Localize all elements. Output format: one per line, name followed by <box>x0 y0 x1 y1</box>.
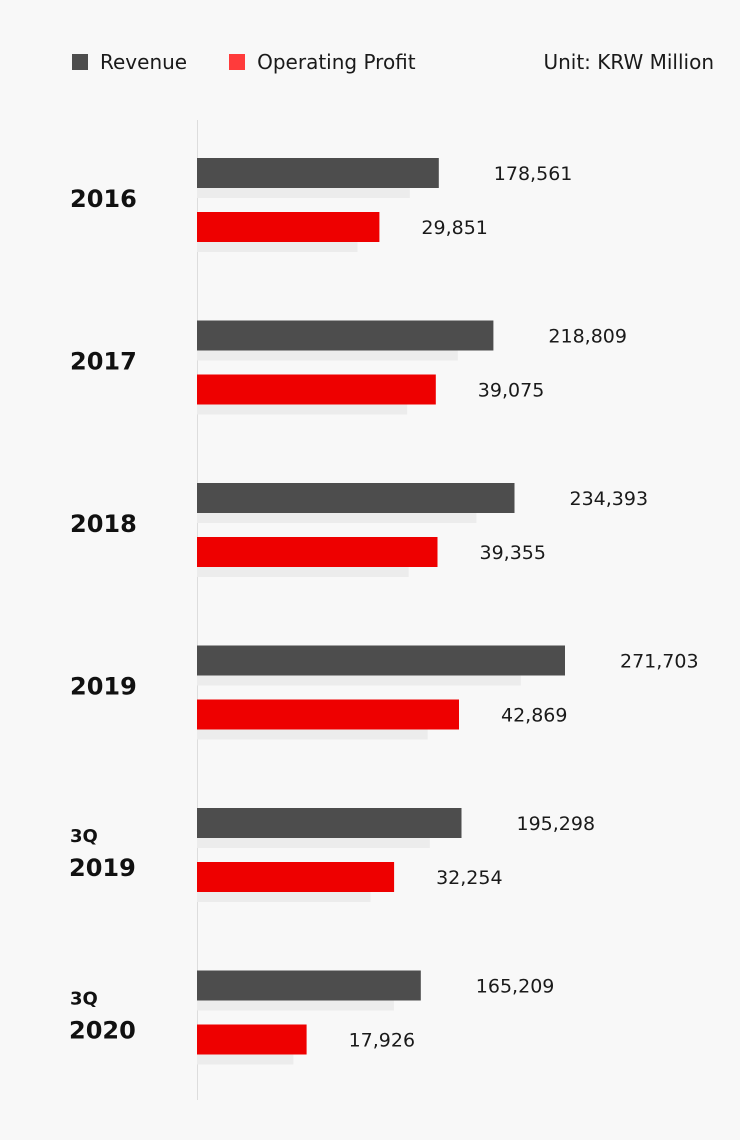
unit-label: Unit: KRW Million <box>543 50 714 74</box>
revenue-value-label: 165,209 <box>476 976 555 998</box>
revenue-bar <box>197 970 421 1001</box>
legend-swatch-operating-profit <box>229 54 246 70</box>
operating-profit-value-label: 39,355 <box>480 542 546 564</box>
category-label: 2018 <box>70 510 137 538</box>
legend-label-revenue: Revenue <box>100 50 188 74</box>
operating-profit-value-label: 39,075 <box>478 380 544 402</box>
operating-profit-bar <box>197 699 459 730</box>
operating-profit-value-label: 32,254 <box>436 867 502 889</box>
operating-profit-value-label: 17,926 <box>349 1030 415 1052</box>
category-prefix: 3Q <box>70 989 98 1010</box>
category-prefix: 3Q <box>70 826 98 847</box>
revenue-bar <box>197 483 515 513</box>
legend-item-revenue: Revenue <box>72 50 187 74</box>
operating-profit-bar <box>197 1024 307 1055</box>
legend-item-operating-profit: Operating Profit <box>229 50 416 74</box>
legend-label-operating-profit: Operating Profit <box>257 50 416 74</box>
revenue-value-label: 234,393 <box>570 488 649 510</box>
revenue-value-label: 271,703 <box>620 651 699 673</box>
operating-profit-bar <box>197 374 436 405</box>
revenue-value-label: 218,809 <box>548 326 627 348</box>
category-label: 2017 <box>70 348 137 376</box>
category-label: 2020 <box>69 1017 136 1045</box>
revenue-bar <box>197 158 439 188</box>
operating-profit-bar <box>197 862 395 892</box>
revenue-bar <box>197 645 565 676</box>
revenue-bar <box>197 808 462 838</box>
legend: Revenue Operating Profit <box>72 50 458 74</box>
revenue-bar <box>197 320 494 351</box>
legend-swatch-revenue <box>72 54 88 70</box>
category-label: 2016 <box>70 185 137 213</box>
operating-profit-value-label: 29,851 <box>421 217 487 239</box>
revenue-value-label: 195,298 <box>517 813 596 835</box>
category-label: 2019 <box>69 854 136 882</box>
operating-profit-value-label: 42,869 <box>501 705 567 727</box>
operating-profit-bar <box>197 537 438 567</box>
category-label: 2019 <box>70 673 137 701</box>
operating-profit-bar <box>197 212 380 242</box>
revenue-value-label: 178,561 <box>494 163 573 185</box>
